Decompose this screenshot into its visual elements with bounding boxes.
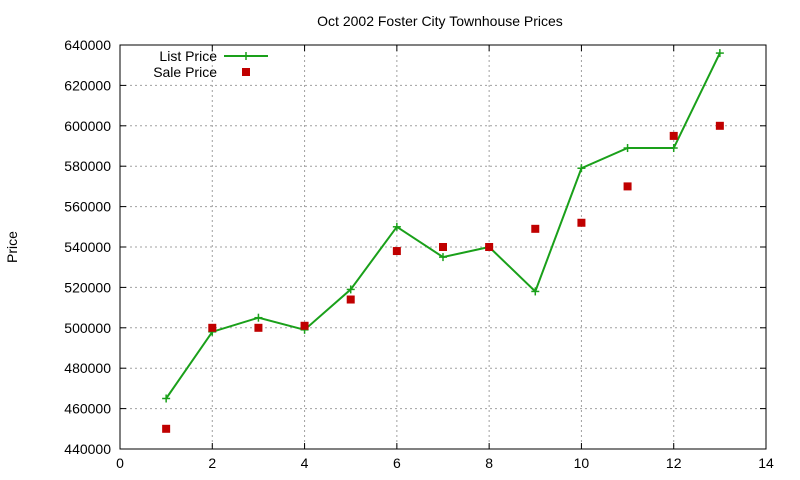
data-point-plus <box>346 285 355 294</box>
x-tick-label: 0 <box>116 455 124 471</box>
x-tick-label: 2 <box>208 455 216 471</box>
y-tick-label: 560000 <box>64 199 111 215</box>
data-point-plus <box>162 394 171 403</box>
data-point-square <box>392 247 401 256</box>
series-line <box>165 52 721 400</box>
legend-label: List Price <box>159 48 217 64</box>
legend-plus-marker <box>242 52 250 60</box>
x-tick-label: 6 <box>393 455 401 471</box>
data-point-plus <box>254 313 263 322</box>
x-tick-label: 10 <box>574 455 590 471</box>
data-point-plus <box>577 164 586 173</box>
data-point-square <box>485 243 494 251</box>
series-list-price <box>162 49 724 403</box>
x-tick-label: 8 <box>485 455 493 471</box>
data-point-square <box>208 323 217 332</box>
series <box>162 49 724 433</box>
chart-title: Oct 2002 Foster City Townhouse Prices <box>317 13 563 29</box>
legend-square-marker <box>242 68 250 76</box>
data-point-plus <box>439 253 447 262</box>
y-tick-label: 500000 <box>64 320 111 336</box>
x-tick-label: 14 <box>758 455 774 471</box>
data-point-square <box>439 243 447 251</box>
data-point-plus <box>623 144 632 153</box>
data-point-square <box>300 321 309 330</box>
data-point-plus <box>715 49 724 58</box>
y-tick-label: 580000 <box>64 158 111 174</box>
data-point-square <box>715 121 724 130</box>
axis-ticks: 0 2 4 6 8 10 12 14 440000 460000 480000 500000 52000… <box>64 37 774 471</box>
data-point-square <box>162 424 171 433</box>
series-sale-price <box>162 121 724 433</box>
data-point-square <box>346 295 355 304</box>
x-tick-label: 12 <box>666 455 682 471</box>
plot-border <box>119 44 767 450</box>
x-tick-label: 4 <box>301 455 309 471</box>
y-tick-label: 440000 <box>64 441 111 457</box>
data-point-plus <box>392 222 401 231</box>
y-tick-label: 620000 <box>64 77 111 93</box>
y-axis-label: Price <box>4 231 20 263</box>
y-tick-label: 480000 <box>64 360 111 376</box>
data-point-square <box>254 323 263 332</box>
data-point-square <box>531 224 540 233</box>
data-point-square <box>669 131 678 140</box>
data-point-plus <box>669 144 678 153</box>
y-tick-label: 600000 <box>64 118 111 134</box>
data-point-plus <box>531 287 540 296</box>
data-point-square <box>577 218 586 227</box>
y-tick-label: 460000 <box>64 401 111 417</box>
legend-label: Sale Price <box>153 64 217 80</box>
y-tick-label: 540000 <box>64 239 111 255</box>
y-tick-label: 520000 <box>64 279 111 295</box>
y-tick-label: 640000 <box>64 37 111 53</box>
data-point-square <box>623 182 632 191</box>
